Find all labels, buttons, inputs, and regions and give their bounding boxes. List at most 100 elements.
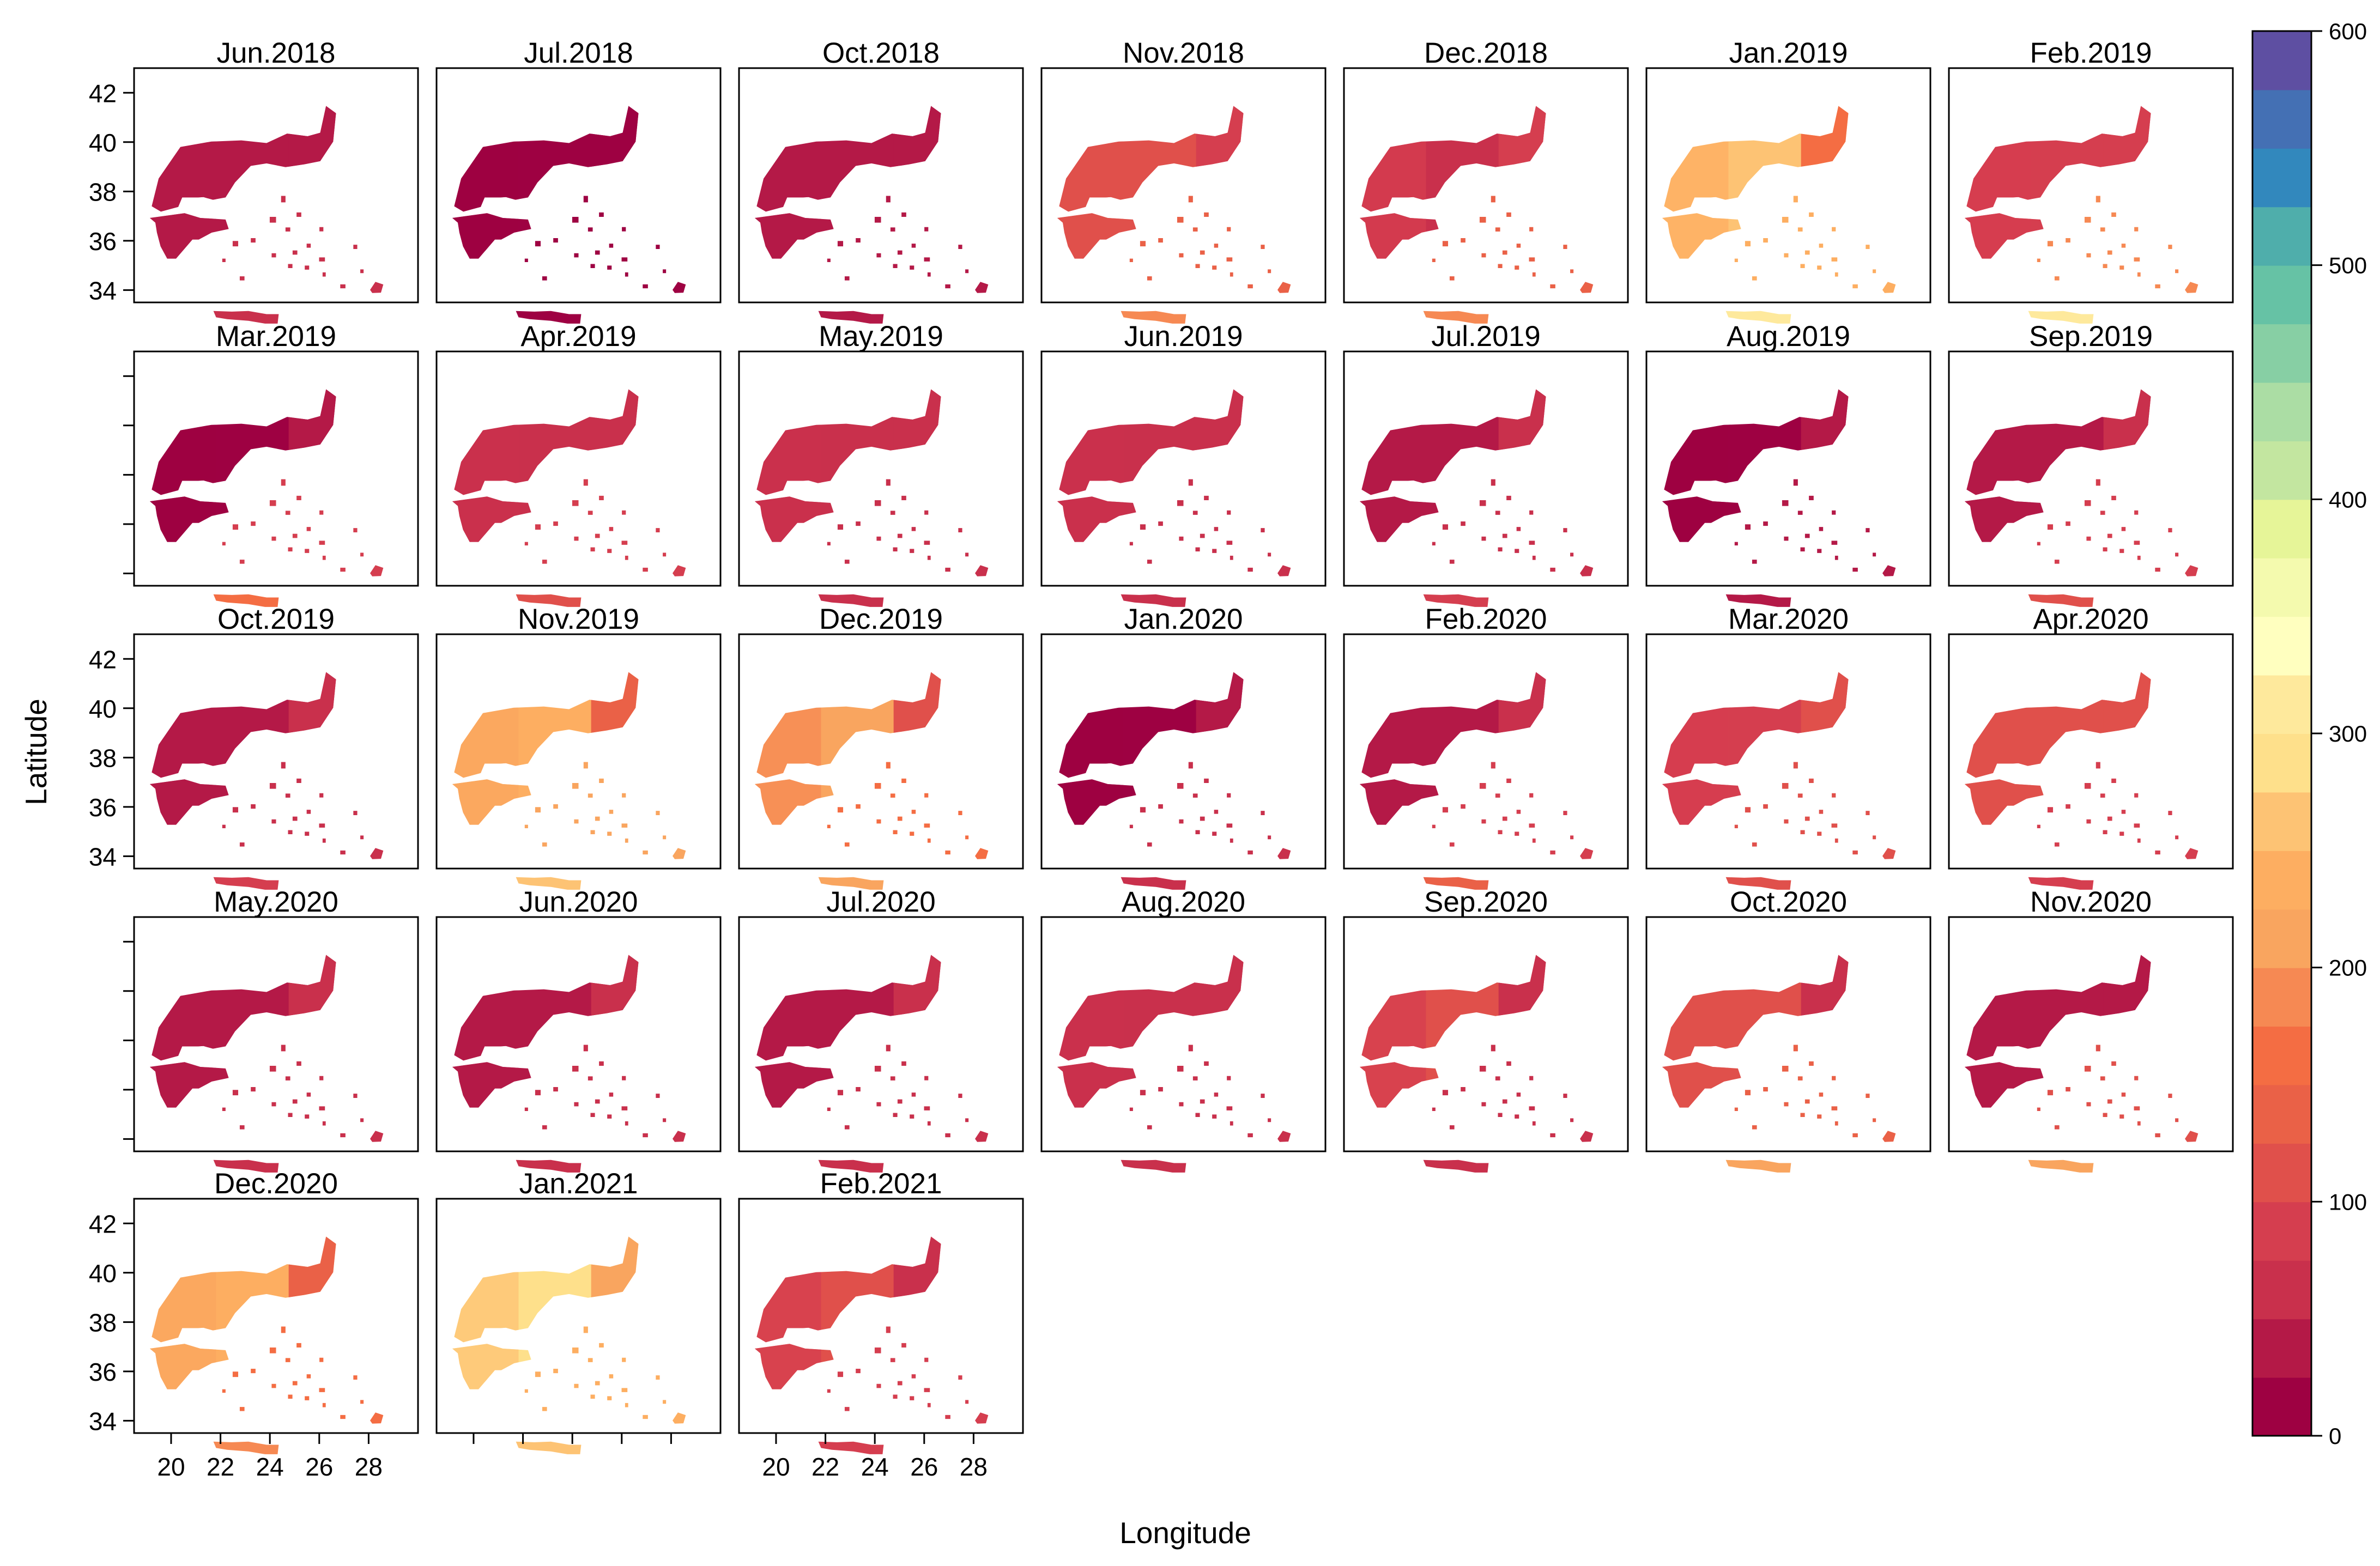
- panel-title: Jul.2018: [524, 37, 633, 69]
- colorbar-swatch: [2252, 1084, 2311, 1144]
- crete-region: [2028, 1160, 2094, 1173]
- x-axis: 20 22 24 26 28: [157, 1433, 383, 1481]
- colorbar-legend: 0 100 200 300 400 500 600: [2251, 19, 2367, 1449]
- y-tick-label: 42: [89, 1210, 117, 1238]
- y-tick-label: 42: [89, 645, 117, 673]
- panel-title: Mar.2019: [216, 320, 336, 353]
- colorbar-tick-label: 100: [2329, 1189, 2367, 1215]
- map-panel: [435, 1198, 722, 1454]
- colorbar-tick-label: 400: [2329, 487, 2367, 512]
- map-panel: [1645, 916, 1931, 1173]
- panel-title: May.2020: [214, 886, 338, 918]
- map-panel: [1343, 633, 1629, 890]
- colorbar-swatch: [2252, 1260, 2311, 1320]
- crete-region: [1423, 1160, 1489, 1173]
- panel-title: Jun.2019: [1124, 320, 1243, 353]
- colorbar-swatch: [2252, 675, 2311, 734]
- map-panel: [1040, 67, 1327, 324]
- colorbar-swatch: [2252, 31, 2311, 90]
- y-tick-label: 34: [89, 1407, 117, 1435]
- panel-title: Apr.2019: [520, 320, 636, 353]
- colorbar-tick-label: 0: [2329, 1423, 2341, 1449]
- panel-title: Dec.2018: [1424, 37, 1548, 69]
- x-axis: 20 22 24 26 28: [762, 1433, 988, 1481]
- crete-region: [1725, 1160, 1791, 1173]
- map-panel: [1948, 916, 2234, 1173]
- x-tick-label: 20: [157, 1453, 185, 1481]
- map-panel: [738, 916, 1024, 1173]
- panel-title: Jul.2019: [1431, 320, 1540, 353]
- y-axis: 34 36 38 40 42: [89, 79, 134, 305]
- panel-title: Jan.2021: [519, 1168, 638, 1200]
- panel-title: Feb.2019: [2030, 37, 2152, 69]
- colorbar-swatch: [2252, 967, 2311, 1027]
- y-tick-label: 40: [89, 695, 117, 723]
- map-panel: [1040, 916, 1327, 1173]
- colorbar-swatch: [2252, 148, 2311, 208]
- map-panel: [1645, 67, 1931, 324]
- map-panel: [435, 67, 722, 324]
- panel-title: Dec.2020: [214, 1168, 338, 1200]
- x-tick-label: 28: [355, 1453, 383, 1481]
- x-axis-label: Longitude: [1119, 1516, 1251, 1550]
- panel-title: Oct.2018: [822, 37, 940, 69]
- map-panel: [435, 350, 722, 607]
- panel-title: Aug.2020: [1122, 886, 1245, 918]
- y-tick-label: 40: [89, 1259, 117, 1288]
- colorbar-swatch: [2252, 792, 2311, 851]
- panel-title: Oct.2019: [217, 603, 335, 635]
- x-axis: [473, 1433, 672, 1444]
- colorbar-swatch: [2252, 1201, 2311, 1261]
- panel-title: Oct.2020: [1730, 886, 1847, 918]
- map-panel: [738, 350, 1024, 607]
- x-tick-label: 24: [256, 1453, 284, 1481]
- y-axis: 34 36 38 40 42: [89, 1210, 134, 1435]
- y-tick-label: 38: [89, 178, 117, 206]
- y-axis: 34 36 38 40 42: [89, 645, 134, 871]
- map-panel: [1645, 350, 1931, 607]
- panel-title: Jun.2020: [519, 886, 638, 918]
- map-panel: [1343, 67, 1629, 324]
- y-axis-label: Latitude: [19, 699, 53, 805]
- panel-title: Feb.2021: [820, 1168, 942, 1200]
- map-panel: [738, 1198, 1024, 1454]
- x-tick-label: 26: [305, 1453, 333, 1481]
- colorbar-swatch: [2252, 207, 2311, 266]
- crete-region: [1121, 1160, 1186, 1173]
- colorbar-swatch: [2252, 733, 2311, 793]
- colorbar-swatch: [2252, 89, 2311, 149]
- y-tick-label: 36: [89, 227, 117, 256]
- panel-title: Jan.2019: [1729, 37, 1848, 69]
- x-tick-label: 22: [811, 1453, 839, 1481]
- colorbar-swatch: [2252, 1377, 2311, 1436]
- map-panel: [1343, 350, 1629, 607]
- y-tick-label: 36: [89, 1358, 117, 1386]
- map-panel: [1040, 350, 1327, 607]
- map-panel: [1948, 633, 2234, 890]
- panel-frame: [435, 1198, 722, 1434]
- panel-title: Aug.2019: [1727, 320, 1850, 353]
- panel-title: Dec.2019: [819, 603, 943, 635]
- panel-title: Sep.2019: [2029, 320, 2153, 353]
- map-panel: [133, 916, 419, 1173]
- x-tick-label: 26: [910, 1453, 938, 1481]
- map-panel: [738, 633, 1024, 890]
- x-tick-label: 20: [762, 1453, 790, 1481]
- y-tick-label: 38: [89, 744, 117, 772]
- map-panel: [1948, 67, 2234, 324]
- panel-title: Jun.2018: [216, 37, 335, 69]
- panel-title: Nov.2020: [2030, 886, 2152, 918]
- y-tick-label: 34: [89, 276, 117, 305]
- map-panel: [133, 1198, 419, 1454]
- colorbar-swatch: [2252, 265, 2311, 325]
- colorbar-swatch: [2252, 440, 2311, 500]
- map-panel: [133, 350, 419, 607]
- colorbar-swatch: [2252, 324, 2311, 383]
- panel-title: Sep.2020: [1424, 886, 1548, 918]
- map-panel: [133, 633, 419, 890]
- panel-title: Feb.2020: [1425, 603, 1547, 635]
- map-panel: [435, 633, 722, 890]
- map-panel: [738, 67, 1024, 324]
- panel-title: Jan.2020: [1124, 603, 1243, 635]
